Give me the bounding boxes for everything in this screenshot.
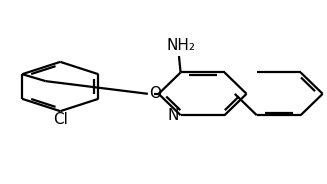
Text: NH₂: NH₂ <box>166 38 195 53</box>
Text: O: O <box>149 86 162 101</box>
Text: N: N <box>168 108 179 123</box>
Text: Cl: Cl <box>53 112 68 127</box>
